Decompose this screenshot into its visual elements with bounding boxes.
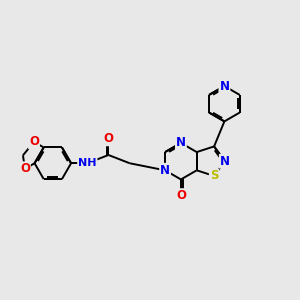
Text: N: N — [219, 80, 230, 93]
Text: N: N — [176, 136, 186, 149]
Text: O: O — [29, 135, 39, 148]
Text: NH: NH — [78, 158, 97, 168]
Text: N: N — [220, 155, 230, 168]
Text: O: O — [20, 162, 30, 175]
Text: O: O — [103, 132, 113, 145]
Text: O: O — [176, 189, 186, 202]
Text: S: S — [210, 169, 218, 182]
Text: N: N — [160, 164, 170, 177]
